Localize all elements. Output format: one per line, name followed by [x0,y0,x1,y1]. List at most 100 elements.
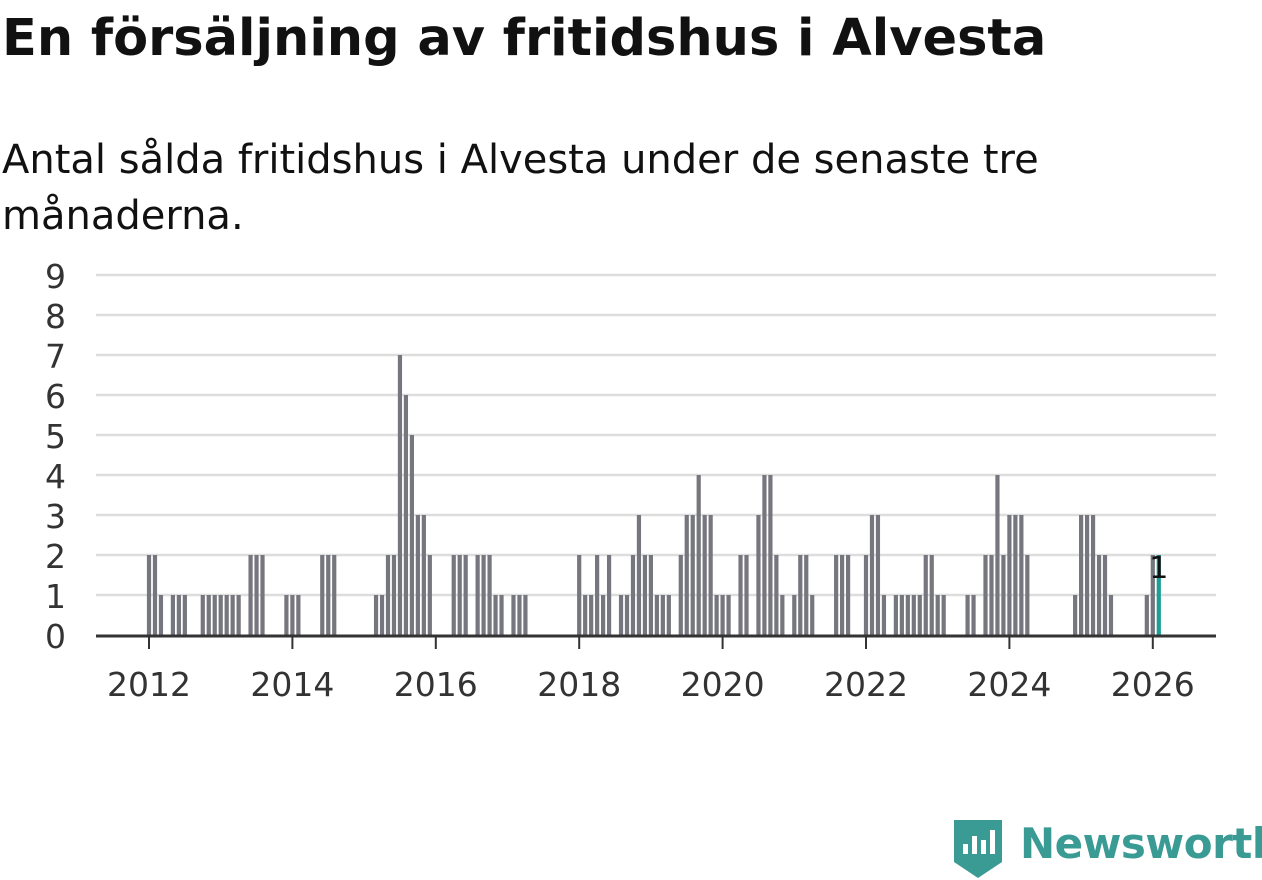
bar [869,515,875,635]
bar [296,595,301,635]
bar [780,595,785,635]
bar [606,555,612,635]
x-tick-label: 2026 [1111,665,1195,704]
bar [738,555,743,635]
y-tick-label: 2 [45,537,66,576]
x-tick-label: 2014 [250,665,334,704]
newsworthy-chart-badge-icon [954,820,1002,878]
bar [905,595,910,635]
bar [720,595,725,635]
y-tick-label: 4 [45,457,66,496]
bar [642,555,648,635]
bar [1079,515,1084,635]
bar [726,595,731,635]
bar [1144,595,1149,635]
bar [493,595,498,635]
bar [487,555,492,635]
bar [810,595,815,635]
bar [379,595,385,635]
bar [236,595,241,635]
chart-title: En försäljning av fritidshus i Alvesta [2,9,1047,68]
x-axis: 2012 2014 2016 2018 2020 2022 2024 2026 [96,634,1216,704]
bar [200,595,205,635]
bar [636,515,642,635]
bar [899,595,904,635]
bar [660,595,665,635]
bar [577,555,582,635]
bar [230,595,235,635]
bar [624,595,630,635]
bar [1013,515,1018,635]
bar [385,555,391,635]
x-tick-label: 2016 [394,665,478,704]
bar [595,555,600,635]
bar [320,555,325,635]
bar [589,595,594,635]
bar [218,595,223,635]
bar [1007,515,1012,635]
bar [965,595,970,635]
bar [756,515,761,635]
bar [391,555,397,635]
bar [1001,555,1006,635]
bar [762,475,767,635]
bar [893,595,898,635]
x-tick-label: 2022 [824,665,908,704]
bar [415,515,420,635]
bar [1084,515,1090,635]
bar [475,555,480,635]
bar [248,555,253,635]
grid-lines [96,273,1216,597]
bar [630,555,636,635]
bars [146,355,1161,635]
bar [804,555,809,635]
bar [152,555,158,635]
bar [1096,555,1102,635]
bar [481,555,486,635]
bar [523,595,528,635]
bar [421,515,426,635]
bar [983,555,988,635]
bar [875,515,881,635]
bar [409,435,414,635]
bar [744,555,749,635]
bar [260,555,265,635]
y-tick-label: 8 [45,297,66,336]
y-tick-label: 0 [45,617,66,656]
bar [840,555,845,635]
bar [654,595,659,635]
bar [212,595,217,635]
bar [1150,555,1155,635]
bar [995,475,1000,635]
bar [798,555,803,635]
bar [158,595,164,635]
bar [373,595,379,635]
bar [254,555,259,635]
bar [684,515,689,635]
y-tick-label: 9 [45,257,66,296]
y-tick-label: 1 [45,577,66,616]
bar [224,595,229,635]
x-tick-label: 2012 [107,665,191,704]
bar [176,595,181,635]
bar [397,355,403,635]
bar [332,555,337,635]
bar [923,555,928,635]
newsworthy-logo: Newsworthy [950,818,1262,880]
y-tick-label: 3 [45,497,66,536]
bar [774,555,779,635]
bar [881,595,887,635]
bar [182,595,187,635]
bar [457,555,462,635]
bar [1102,555,1108,635]
annotations: 1 [1149,551,1168,586]
bar-highlight [1156,555,1161,635]
bar [1019,515,1024,635]
bar [1090,515,1096,635]
brand-name: Newsworthy [1020,819,1262,868]
bar [326,555,331,635]
bar [648,555,653,635]
bar [170,595,175,635]
bar [618,595,624,635]
